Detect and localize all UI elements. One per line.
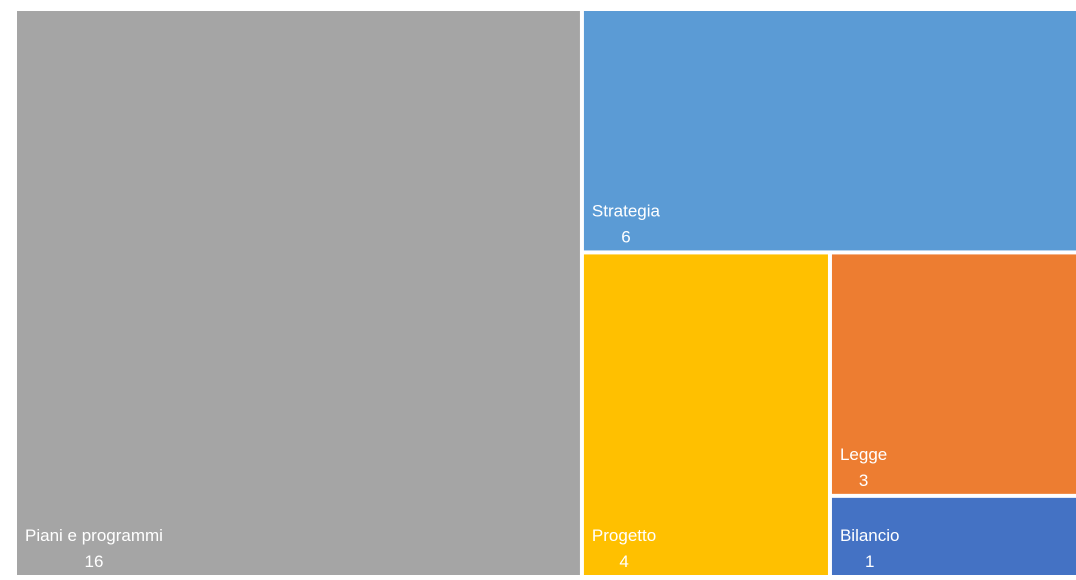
tile-label: Progetto bbox=[592, 526, 656, 545]
treemap-tile bbox=[583, 254, 828, 575]
tile-value: 16 bbox=[85, 552, 104, 571]
tile-label: Legge bbox=[840, 445, 887, 464]
tile-value: 3 bbox=[859, 471, 868, 490]
tile-value: 4 bbox=[619, 552, 628, 571]
treemap-tile bbox=[831, 254, 1076, 494]
treemap-tile bbox=[831, 497, 1076, 575]
tile-label: Strategia bbox=[592, 201, 661, 220]
treemap-tile bbox=[17, 11, 580, 575]
tile-value: 6 bbox=[621, 227, 630, 246]
tile-label: Piani e programmi bbox=[25, 526, 163, 545]
treemap-tile bbox=[583, 11, 1076, 251]
tile-value: 1 bbox=[865, 552, 874, 571]
tile-label: Bilancio bbox=[840, 526, 900, 545]
